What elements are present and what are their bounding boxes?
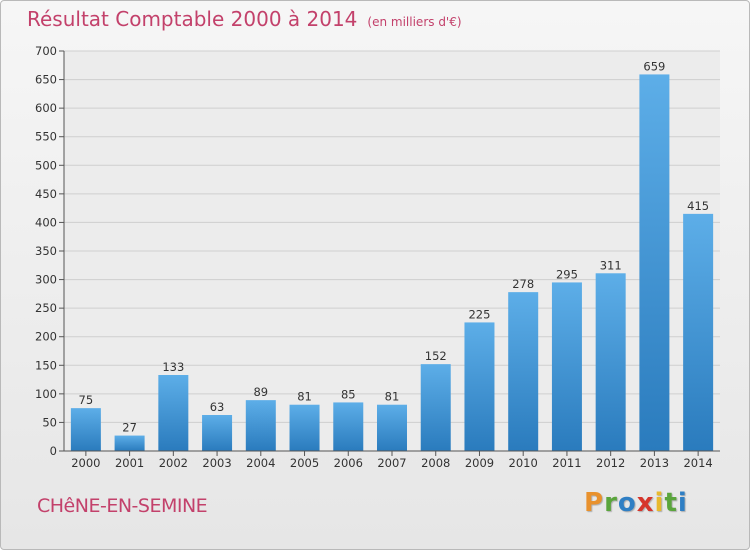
bar-2006 (333, 402, 364, 451)
x-tick-label-2000: 2000 (71, 456, 100, 470)
bar-2011 (551, 282, 582, 451)
value-label-2008: 152 (425, 349, 447, 363)
value-label-2012: 311 (600, 258, 622, 272)
x-tick-label-2013: 2013 (640, 456, 669, 470)
bar-2002 (158, 375, 189, 451)
y-tick-label: 650 (35, 73, 57, 87)
bars: 75 27 133 63 89 81 85 81 152 225 278 295 311 659 415 (70, 59, 714, 451)
chart-header: Résultat Comptable 2000 à 2014 (en millie… (27, 7, 462, 31)
y-tick-label: 250 (35, 301, 57, 315)
bar-2003 (202, 415, 233, 451)
proxiti-logo[interactable]: Proxiti (584, 488, 688, 518)
bar-2007 (377, 404, 407, 451)
x-tick-label-2010: 2010 (509, 456, 538, 470)
bar-2008 (420, 364, 451, 451)
x-tick-label-2014: 2014 (683, 456, 712, 470)
value-label-2002: 133 (162, 360, 184, 374)
y-tick-label: 500 (35, 158, 57, 172)
y-tick-label: 450 (35, 187, 57, 201)
x-tick-label-2003: 2003 (202, 456, 231, 470)
y-tick-label: 50 (42, 415, 57, 429)
y-tick-label: 400 (35, 215, 57, 229)
value-label-2009: 225 (468, 307, 490, 321)
y-tick-label: 350 (35, 244, 57, 258)
x-tick-label-2005: 2005 (290, 456, 319, 470)
x-tick-label-2006: 2006 (334, 456, 363, 470)
value-label-2005: 81 (297, 390, 312, 404)
logo-letter: i (677, 488, 688, 518)
y-tick-label: 550 (35, 130, 57, 144)
value-label-2006: 85 (341, 387, 356, 401)
x-tick-label-2001: 2001 (115, 456, 144, 470)
y-tick-label: 100 (35, 387, 57, 401)
logo-letter: t (664, 488, 678, 518)
logo-letter: r (604, 488, 618, 518)
value-label-2001: 27 (122, 421, 137, 435)
value-label-2003: 63 (210, 400, 225, 414)
logo-letter: P (584, 488, 605, 518)
chart-subtitle: (en milliers d'€) (367, 15, 462, 29)
value-label-2000: 75 (79, 393, 94, 407)
x-tick-label-2012: 2012 (596, 456, 625, 470)
value-label-2011: 295 (556, 267, 578, 281)
y-tick-label: 200 (35, 330, 57, 344)
bar-2000 (70, 408, 101, 451)
value-label-2004: 89 (253, 385, 268, 399)
value-label-2010: 278 (512, 277, 534, 291)
bar-2004 (245, 400, 276, 451)
bar-2014 (683, 213, 714, 451)
logo-letter: o (617, 488, 637, 518)
logo-letter: i (654, 488, 665, 518)
y-tick-label: 0 (50, 444, 57, 458)
bar-2010 (508, 292, 539, 451)
commune-name: CHêNE-EN-SEMINE (37, 495, 208, 517)
x-tick-label-2008: 2008 (421, 456, 450, 470)
logo-letter: x (636, 488, 655, 518)
bar-2009 (464, 322, 495, 451)
chart-title: Résultat Comptable 2000 à 2014 (27, 7, 358, 31)
x-tick-label-2004: 2004 (246, 456, 275, 470)
x-tick-label-2007: 2007 (377, 456, 406, 470)
value-label-2007: 81 (385, 390, 400, 404)
bar-2012 (595, 273, 626, 451)
x-tick-label-2002: 2002 (159, 456, 188, 470)
value-label-2013: 659 (643, 59, 665, 73)
bar-2005 (289, 404, 320, 451)
value-label-2014: 415 (687, 199, 709, 213)
x-tick-label-2009: 2009 (465, 456, 494, 470)
bar-2001 (114, 435, 145, 451)
y-tick-label: 700 (35, 44, 57, 58)
y-tick-label: 150 (35, 358, 57, 372)
y-tick-label: 300 (35, 273, 57, 287)
x-axis: 2000 2001 2002 2003 2004 2005 2006 2007 2008 2009… (64, 450, 720, 470)
y-tick-label: 600 (35, 101, 57, 115)
x-tick-label-2011: 2011 (552, 456, 581, 470)
bar-2013 (639, 74, 670, 451)
y-axis: 0 50 100 150 200 250 300 350 400 450 500 550 600 650 7… (35, 44, 65, 458)
